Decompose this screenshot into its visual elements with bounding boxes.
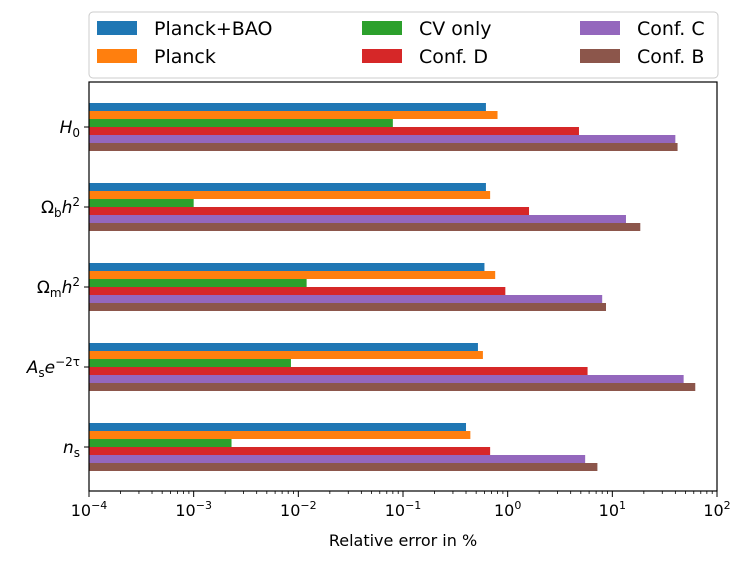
legend-label: Conf. B (637, 46, 704, 68)
legend-swatch (580, 21, 620, 35)
plot-frame (88, 81, 718, 492)
bar-planck-bao-4 (89, 423, 467, 431)
bar-conf-c-2 (89, 295, 603, 303)
x-tick-label: 102 (703, 499, 730, 520)
legend-swatch (362, 21, 402, 35)
bar-conf-b-0 (89, 143, 678, 151)
legend-swatch (580, 49, 620, 63)
bar-cv-only-0 (89, 119, 393, 127)
bar-cv-only-4 (89, 439, 232, 447)
legend-swatch (362, 49, 402, 63)
y-axis-ticks: H0 Ωbh2 Ωmh2 Ase−2τ ns (26, 118, 89, 460)
bar-conf-b-1 (89, 223, 641, 231)
bar-cv-only-2 (89, 279, 307, 287)
bar-conf-c-0 (89, 135, 676, 143)
bar-planck-4 (89, 431, 471, 439)
x-tick-label: 10−3 (175, 499, 212, 520)
bar-conf-b-2 (89, 303, 607, 311)
bar-conf-d-3 (89, 367, 588, 375)
bar-conf-c-1 (89, 215, 626, 223)
y-tick-label: Ωmh2 (37, 275, 80, 300)
legend-label: Planck (154, 46, 216, 68)
bar-planck-bao-3 (89, 343, 478, 351)
y-tick-label: ns (63, 438, 80, 460)
bars-group (89, 103, 696, 471)
bar-planck-bao-2 (89, 263, 485, 271)
bar-planck-bao-1 (89, 183, 486, 191)
legend-label: CV only (419, 18, 492, 40)
legend: Planck+BAO CV only Conf. C Planck Conf. D Con… (88, 11, 719, 79)
bar-conf-d-1 (89, 207, 530, 215)
bar-planck-0 (89, 111, 498, 119)
bar-planck-bao-0 (89, 103, 486, 111)
bar-conf-b-3 (89, 383, 696, 391)
legend-label: Conf. D (419, 46, 488, 68)
bar-conf-d-4 (89, 447, 491, 455)
x-axis-label: Relative error in % (329, 531, 477, 550)
bar-conf-b-4 (89, 463, 598, 471)
x-tick-label: 10−4 (71, 499, 108, 520)
y-tick-label: Ωbh2 (41, 195, 80, 220)
legend-box (88, 11, 719, 79)
x-tick-label: 101 (599, 499, 626, 520)
y-tick-label: Ase−2τ (26, 355, 80, 380)
bar-conf-c-4 (89, 455, 586, 463)
x-tick-label: 100 (494, 499, 521, 520)
bar-cv-only-3 (89, 359, 291, 367)
bar-planck-1 (89, 191, 491, 199)
x-tick-label: 10−2 (280, 499, 317, 520)
legend-label: Planck+BAO (154, 18, 272, 40)
bar-conf-c-3 (89, 375, 684, 383)
legend-swatch (97, 21, 137, 35)
y-tick-label: H0 (60, 118, 80, 140)
bar-conf-d-2 (89, 287, 506, 295)
bar-planck-3 (89, 351, 483, 359)
legend-label: Conf. C (637, 18, 705, 40)
bar-planck-2 (89, 271, 496, 279)
bar-cv-only-1 (89, 199, 194, 207)
x-tick-label: 10−1 (385, 499, 422, 520)
x-axis-ticks: 10−4 10−3 10−2 10−1 100 101 102 (71, 491, 731, 520)
bar-conf-d-0 (89, 127, 579, 135)
legend-swatch (97, 49, 137, 63)
